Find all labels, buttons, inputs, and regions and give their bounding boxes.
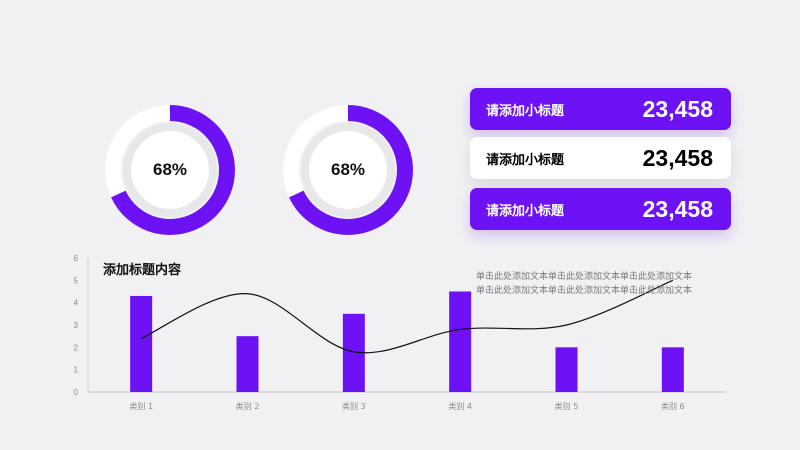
stat-card-value: 23,458: [642, 144, 713, 171]
x-tick-label: 类别 3: [342, 401, 366, 411]
donut-progress-arc: [105, 105, 235, 235]
chart-note-line-1: 单击此处添加文本单击此处添加文本单击此处添加文本: [476, 272, 693, 282]
donut-percent-label: 68%: [330, 160, 366, 179]
y-tick-label: 5: [74, 276, 79, 285]
bar: [236, 336, 259, 392]
x-tick-label: 类别 5: [555, 401, 579, 411]
x-tick-label: 类别 1: [129, 401, 153, 411]
y-tick-label: 2: [74, 343, 79, 352]
stat-card-label: 请添加小标题: [486, 152, 565, 168]
stat-card-value: 23,458: [642, 195, 713, 222]
bar: [130, 295, 153, 392]
stat-card-2: 请添加小标题 23,458: [470, 137, 731, 179]
chart-title: 添加标题内容: [103, 263, 182, 278]
bar: [661, 347, 684, 392]
y-tick-label: 1: [74, 366, 79, 375]
stat-card-value: 23,458: [642, 95, 713, 122]
x-tick-label: 类别 2: [236, 401, 260, 411]
stat-card-label: 请添加小标题: [486, 103, 565, 119]
y-tick-label: 0: [74, 388, 79, 397]
y-tick-label: 6: [74, 254, 79, 263]
donut-chart-1: 68%: [105, 105, 235, 235]
donut-progress-arc: [283, 105, 413, 235]
y-tick-label: 4: [74, 299, 79, 308]
donut-chart-2: 68%: [283, 105, 413, 235]
donut-ring-1: [105, 105, 235, 235]
bar: [555, 347, 578, 392]
series-line: [140, 279, 674, 354]
x-tick-label: 类别 4: [448, 401, 472, 411]
x-tick-label: 类别 6: [661, 401, 685, 411]
donut-percent-label: 68%: [152, 160, 188, 179]
y-tick-label: 3: [74, 321, 79, 330]
bar: [342, 313, 365, 392]
chart-note-text: 单击此处添加文本单击此处添加文本单击此处添加文本 单击此处添加文本单击此处添加文…: [476, 270, 726, 298]
donut-ring-2: [283, 105, 413, 235]
stat-card-label: 请添加小标题: [486, 203, 565, 219]
bar: [449, 291, 472, 392]
stat-card-1: 请添加小标题 23,458: [470, 88, 731, 130]
donut-center: [131, 131, 209, 209]
stat-card-3: 请添加小标题 23,458: [470, 188, 731, 230]
donut-center: [309, 131, 387, 209]
chart-note-line-2: 单击此处添加文本单击此处添加文本单击此处添加文本: [476, 286, 693, 296]
